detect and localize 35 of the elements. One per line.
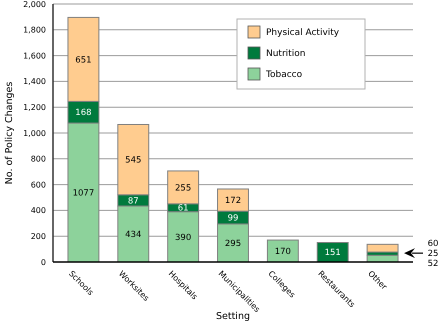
legend-label: Nutrition [266, 49, 306, 60]
data-label: 87 [128, 196, 139, 206]
y-tick-label: 1,600 [23, 51, 46, 60]
data-label: 545 [125, 156, 142, 166]
data-label: 1077 [72, 188, 94, 199]
data-label: 651 [75, 55, 92, 66]
data-label: 172 [224, 196, 242, 206]
x-axis-title: Setting [216, 311, 250, 322]
data-label: 255 [175, 183, 192, 194]
y-tick-label: 2,000 [23, 0, 46, 9]
y-tick-label: 0 [40, 258, 46, 267]
data-label: 61 [178, 204, 189, 214]
text: 52 [428, 259, 438, 270]
y-tick-label: 400 [30, 206, 46, 216]
legend-label: Physical Activity [266, 28, 340, 38]
y-tick-label: 600 [30, 180, 46, 190]
y-tick-label: 1,400 [23, 77, 46, 86]
bar [266, 240, 299, 262]
y-tick-label: 1,000 [23, 128, 46, 138]
y-axis-title: No. of Policy Changes [4, 82, 15, 184]
y-tick-label: 200 [30, 232, 46, 241]
text: 25 [428, 249, 438, 260]
y-tick-label: 1,200 [23, 103, 46, 112]
y-tick-label: 800 [30, 154, 46, 164]
data-label: 170 [274, 247, 291, 258]
data-label: 434 [125, 230, 142, 240]
data-label: 99 [228, 214, 238, 224]
text: 60 [428, 239, 438, 250]
data-label: 295 [224, 238, 242, 249]
legend-label: Tobacco [265, 70, 303, 80]
data-label: 390 [175, 232, 192, 243]
bar [366, 244, 399, 253]
data-label: 168 [75, 108, 92, 118]
data-label: 151 [324, 248, 341, 258]
y-tick-label: 1,800 [23, 26, 46, 35]
